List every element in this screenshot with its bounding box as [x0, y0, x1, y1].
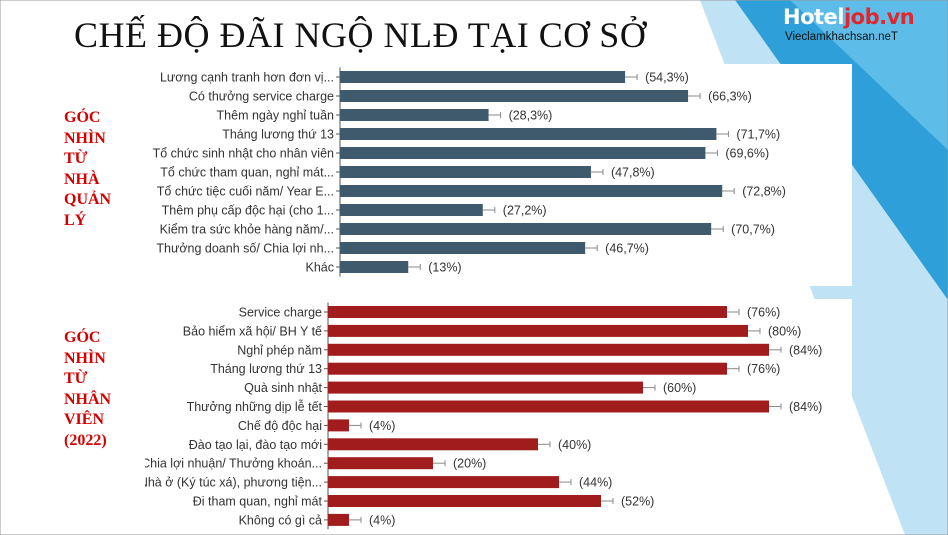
category-label: Thưởng doanh số/ Chia lợi nh...	[156, 242, 334, 256]
data-label: (60%)	[663, 381, 696, 395]
bar	[328, 419, 349, 432]
manager-view-label: GÓC NHÌN TỪ NHÀ QUẢN LÝ	[64, 108, 111, 231]
data-label: (80%)	[768, 324, 801, 338]
bar	[328, 381, 643, 394]
category-label: Tháng lương thứ 13	[210, 362, 322, 376]
category-label: Lương cạnh tranh hơn đơn vị...	[160, 71, 334, 85]
bar	[340, 261, 409, 273]
data-label: (20%)	[453, 457, 486, 471]
category-label: Đào tạo lại, đào tạo mới	[189, 438, 322, 452]
bar	[328, 457, 433, 470]
data-label: (40%)	[558, 438, 591, 452]
category-label: Nhà ở (Ký túc xá), phương tiện...	[145, 476, 322, 490]
bar	[328, 306, 727, 318]
employee-view-label: GÓC NHÌN TỪ NHÂN VIÊN (2022)	[64, 328, 111, 451]
data-label: (4%)	[369, 419, 395, 433]
label-line: NHÂN	[64, 390, 112, 408]
data-label: (70,7%)	[731, 223, 775, 237]
data-label: (54,3%)	[645, 71, 689, 85]
label-line: NHÌN	[64, 129, 106, 147]
category-label: Tổ chức sinh nhật cho nhân viên	[153, 147, 334, 161]
data-label: (47,8%)	[611, 166, 655, 180]
logo-subtitle: Vieclamkhachsan.neT	[785, 31, 898, 43]
data-label: (84%)	[789, 343, 822, 357]
data-label: (76%)	[747, 362, 780, 376]
data-label: (13%)	[428, 261, 461, 275]
bar	[328, 495, 601, 507]
label-line: GÓC	[64, 109, 101, 126]
label-line: LÝ	[64, 211, 87, 229]
page-title: CHẾ ĐỘ ĐÃI NGỘ NLĐ TẠI CƠ SỞ	[74, 15, 647, 55]
bar	[340, 166, 591, 178]
category-label: Có thưởng service charge	[189, 90, 334, 104]
data-label: (52%)	[621, 495, 654, 509]
employee-benefits-chart: Service charge (76%) Bảo hiểm xã hội/ BH Y…	[145, 299, 852, 533]
bar	[328, 343, 769, 356]
label-line: TỪ	[64, 150, 88, 167]
category-label: Thêm phụ cấp độc hại (cho 1...	[162, 204, 334, 218]
category-label: Tổ chức tham quan, nghỉ mát...	[160, 166, 334, 180]
bar	[340, 109, 489, 121]
bar	[328, 324, 748, 337]
label-line: GÓC	[64, 329, 101, 346]
bar	[340, 242, 586, 254]
data-label: (76%)	[747, 306, 780, 320]
bar	[328, 513, 349, 526]
label-line: NHÌN	[64, 349, 106, 367]
bar	[340, 147, 706, 159]
category-label: Quà sinh nhật	[244, 381, 322, 395]
bar	[340, 204, 483, 216]
label-line: (2022)	[64, 431, 107, 449]
category-label: Service charge	[239, 306, 322, 320]
category-label: Thưởng những dịp lễ tết	[187, 399, 323, 414]
category-label: Chia lợi nhuận/ Thưởng khoán...	[145, 457, 322, 471]
category-label: Tháng lương thứ 13	[222, 128, 334, 142]
data-label: (44%)	[579, 476, 612, 490]
data-label: (27,2%)	[503, 204, 547, 218]
data-label: (4%)	[369, 513, 395, 527]
category-label: Đi tham quan, nghỉ mát	[193, 495, 323, 509]
bar	[340, 90, 689, 102]
data-label: (71,7%)	[736, 128, 780, 142]
category-label: Không có gì cả	[239, 513, 322, 527]
bar	[340, 223, 712, 235]
data-label: (66,3%)	[708, 90, 752, 104]
manager-benefits-chart: Lương cạnh tranh hơn đơn vị... (54,3%) Có …	[145, 64, 852, 286]
bar	[340, 185, 723, 197]
category-label: Chế độ độc hại	[238, 419, 322, 433]
bar	[328, 362, 727, 375]
category-label: Tổ chức tiệc cuối năm/ Year E...	[157, 185, 334, 199]
data-label: (72,8%)	[742, 185, 786, 199]
category-label: Bảo hiểm xã hội/ BH Y tế	[183, 324, 322, 338]
data-label: (46,7%)	[605, 242, 649, 256]
category-label: Thêm ngày nghỉ tuần	[217, 109, 334, 123]
bar	[328, 438, 538, 451]
data-label: (28,3%)	[509, 109, 553, 123]
bar	[340, 71, 626, 83]
label-line: VIÊN	[64, 411, 105, 428]
brand-logo: Hoteljob.vn Vieclamkhachsan.neT	[783, 5, 933, 43]
category-label: Nghỉ phép năm	[237, 343, 322, 357]
label-line: QUẢN	[64, 191, 112, 208]
data-label: (69,6%)	[725, 147, 769, 161]
label-line: TỪ	[64, 370, 88, 387]
category-label: Kiểm tra sức khỏe hàng năm/...	[160, 223, 334, 237]
label-line: NHÀ	[64, 170, 100, 188]
category-label: Khác	[306, 261, 335, 275]
logo-text: Hoteljob.vn	[783, 5, 915, 29]
bar	[328, 400, 769, 413]
bar	[328, 476, 559, 489]
data-label: (84%)	[789, 400, 822, 414]
bar	[340, 128, 717, 140]
